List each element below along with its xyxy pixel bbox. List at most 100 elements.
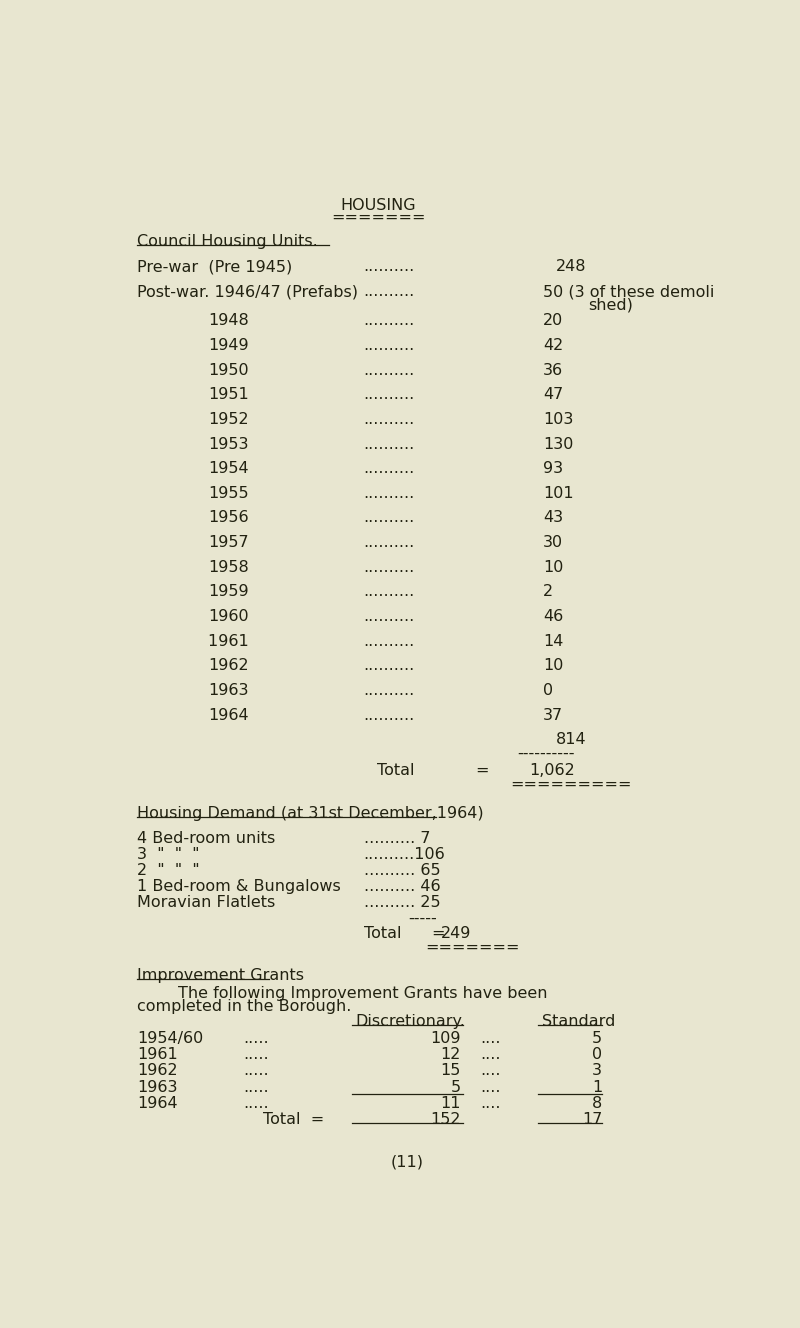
Text: 42: 42 — [543, 339, 563, 353]
Text: .....: ..... — [243, 1048, 269, 1062]
Text: HOUSING: HOUSING — [340, 198, 416, 212]
Text: =========: ========= — [510, 777, 632, 791]
Text: 1957: 1957 — [209, 535, 249, 550]
Text: 3  "  "  ": 3 " " " — [138, 847, 200, 862]
Text: .......... 46: .......... 46 — [363, 879, 440, 894]
Text: 1961: 1961 — [209, 633, 254, 648]
Text: 1961: 1961 — [138, 1048, 178, 1062]
Text: 36: 36 — [543, 363, 563, 377]
Text: Improvement Grants: Improvement Grants — [138, 968, 304, 983]
Text: ....: .... — [480, 1048, 500, 1062]
Text: 1960: 1960 — [209, 610, 249, 624]
Text: 15: 15 — [440, 1064, 460, 1078]
Text: .......... 65: .......... 65 — [363, 863, 440, 878]
Text: =======: ======= — [426, 940, 520, 955]
Text: ..........: .......... — [363, 412, 414, 426]
Text: ----------: ---------- — [517, 746, 574, 761]
Text: ..........: .......... — [363, 683, 414, 699]
Text: .....: ..... — [243, 1031, 269, 1046]
Text: .......... 25: .......... 25 — [363, 895, 440, 911]
Text: .....: ..... — [243, 1064, 269, 1078]
Text: The following Improvement Grants have been: The following Improvement Grants have be… — [138, 987, 548, 1001]
Text: ..........: .......... — [363, 610, 414, 624]
Text: 1: 1 — [592, 1080, 602, 1094]
Text: ..........: .......... — [363, 708, 414, 722]
Text: ..........: .......... — [363, 437, 414, 452]
Text: 1958: 1958 — [209, 560, 250, 575]
Text: 1962: 1962 — [138, 1064, 178, 1078]
Text: 0: 0 — [592, 1048, 602, 1062]
Text: 12: 12 — [440, 1048, 460, 1062]
Text: ..........: .......... — [363, 633, 414, 648]
Text: ..........: .......... — [363, 461, 414, 477]
Text: Standard: Standard — [542, 1015, 615, 1029]
Text: shed): shed) — [588, 297, 633, 313]
Text: 152: 152 — [430, 1112, 460, 1127]
Text: 14: 14 — [543, 633, 564, 648]
Text: ....: .... — [480, 1031, 500, 1046]
Text: 11: 11 — [440, 1096, 460, 1110]
Text: 248: 248 — [556, 259, 586, 275]
Text: 1964: 1964 — [138, 1096, 178, 1110]
Text: 4 Bed-room units: 4 Bed-room units — [138, 831, 275, 846]
Text: Moravian Flatlets: Moravian Flatlets — [138, 895, 275, 911]
Text: 47: 47 — [543, 388, 563, 402]
Text: =: = — [431, 927, 445, 942]
Text: =======: ======= — [331, 210, 426, 226]
Text: 1954/60: 1954/60 — [138, 1031, 203, 1046]
Text: Housing Demand (at 31st December,1964): Housing Demand (at 31st December,1964) — [138, 806, 484, 821]
Text: 1951: 1951 — [209, 388, 250, 402]
Text: ..........: .......... — [363, 259, 414, 275]
Text: 1953: 1953 — [209, 437, 249, 452]
Text: ..........: .......... — [363, 339, 414, 353]
Text: ....: .... — [480, 1080, 500, 1094]
Text: 1,062: 1,062 — [530, 764, 575, 778]
Text: ..........: .......... — [363, 535, 414, 550]
Text: 1 Bed-room & Bungalows: 1 Bed-room & Bungalows — [138, 879, 341, 894]
Text: 93: 93 — [543, 461, 563, 477]
Text: Discretionary.: Discretionary. — [356, 1015, 466, 1029]
Text: .....: ..... — [243, 1096, 269, 1110]
Text: ..........: .......... — [363, 486, 414, 501]
Text: ....: .... — [480, 1096, 500, 1110]
Text: 109: 109 — [430, 1031, 460, 1046]
Text: Total: Total — [363, 927, 401, 942]
Text: 3: 3 — [592, 1064, 602, 1078]
Text: 30: 30 — [543, 535, 563, 550]
Text: 1963: 1963 — [138, 1080, 178, 1094]
Text: 1955: 1955 — [209, 486, 249, 501]
Text: 1948: 1948 — [209, 313, 250, 328]
Text: 0: 0 — [543, 683, 554, 699]
Text: 1962: 1962 — [209, 659, 249, 673]
Text: =: = — [475, 764, 489, 778]
Text: 5: 5 — [450, 1080, 460, 1094]
Text: 1963: 1963 — [209, 683, 249, 699]
Text: ..........: .......... — [363, 313, 414, 328]
Text: 50 (3 of these demoli: 50 (3 of these demoli — [543, 284, 714, 299]
Text: 10: 10 — [543, 659, 564, 673]
Text: 37: 37 — [543, 708, 563, 722]
Text: (11): (11) — [390, 1154, 424, 1169]
Text: 1952: 1952 — [209, 412, 249, 426]
Text: ....: .... — [480, 1064, 500, 1078]
Text: 10: 10 — [543, 560, 564, 575]
Text: 17: 17 — [582, 1112, 602, 1127]
Text: 1954: 1954 — [209, 461, 249, 477]
Text: 8: 8 — [592, 1096, 602, 1110]
Text: ..........: .......... — [363, 388, 414, 402]
Text: 101: 101 — [543, 486, 574, 501]
Text: 130: 130 — [543, 437, 574, 452]
Text: 20: 20 — [543, 313, 563, 328]
Text: Pre-war  (Pre 1945): Pre-war (Pre 1945) — [138, 259, 293, 275]
Text: ..........: .......... — [363, 659, 414, 673]
Text: 1949: 1949 — [209, 339, 249, 353]
Text: ..........106: ..........106 — [363, 847, 446, 862]
Text: 1950: 1950 — [209, 363, 249, 377]
Text: Total: Total — [378, 764, 415, 778]
Text: ..........: .......... — [363, 510, 414, 526]
Text: Post-war. 1946/47 (Prefabs): Post-war. 1946/47 (Prefabs) — [138, 284, 358, 299]
Text: 1959: 1959 — [209, 584, 249, 599]
Text: 2: 2 — [543, 584, 554, 599]
Text: ..........: .......... — [363, 363, 414, 377]
Text: 2  "  "  ": 2 " " " — [138, 863, 200, 878]
